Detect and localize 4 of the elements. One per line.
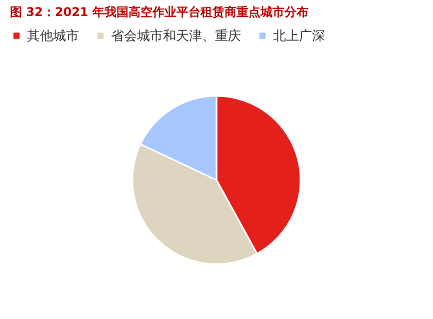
legend-label: 其他城市 [27, 28, 79, 44]
chart-title: 图 32：2021 年我国高空作业平台租赁商重点城市分布 [10, 5, 308, 19]
legend-label: 北上广深 [273, 28, 325, 44]
legend-label: 省会城市和天津、重庆 [111, 28, 241, 44]
